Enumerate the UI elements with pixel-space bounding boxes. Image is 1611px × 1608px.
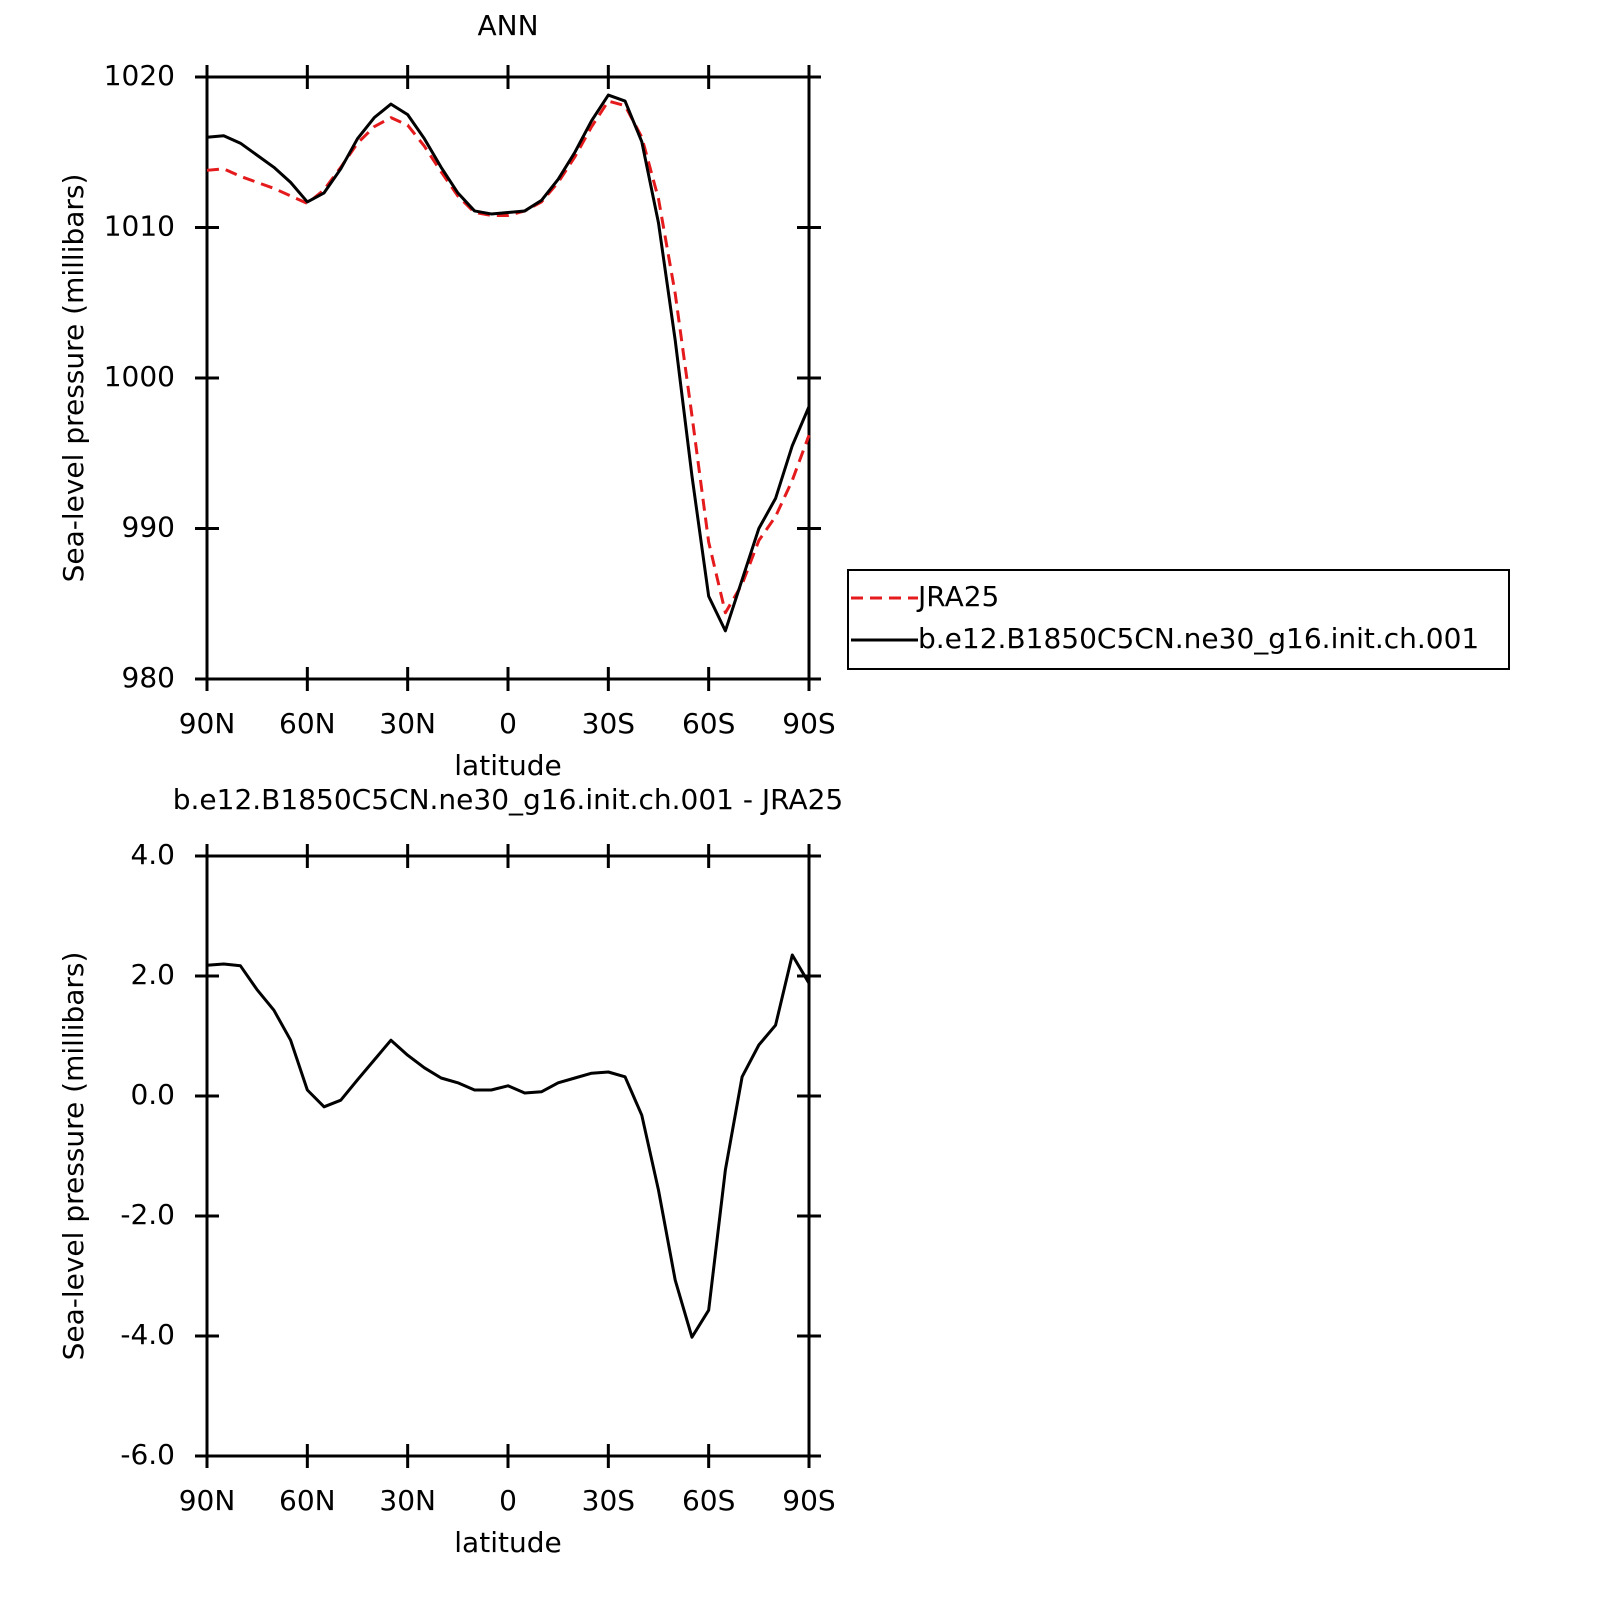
x-axis-label: latitude — [454, 1526, 561, 1559]
y-axis-label: Sea-level pressure (millibars) — [57, 952, 90, 1361]
diff-line — [206, 953, 811, 1339]
x-tick-label: 60S — [682, 1484, 735, 1517]
y-tick-label: 4.0 — [130, 838, 175, 871]
legend-label: JRA25 — [916, 580, 999, 613]
y-tick-label: -4.0 — [120, 1318, 175, 1351]
y-tick-label: 1010 — [104, 210, 175, 243]
legend-label: b.e12.B1850C5CN.ne30_g16.init.ch.001 — [918, 622, 1479, 655]
y-tick-label: 980 — [122, 661, 175, 694]
y-tick-label: -2.0 — [120, 1198, 175, 1231]
plot-frame — [205, 75, 811, 681]
x-tick-label: 0 — [499, 1484, 517, 1517]
y-tick-label: 1000 — [104, 360, 175, 393]
series-line — [206, 93, 811, 633]
chart-title: b.e12.B1850C5CN.ne30_g16.init.ch.001 - J… — [173, 783, 844, 816]
x-tick-label: 0 — [499, 707, 517, 740]
x-tick-label: 60N — [279, 1484, 336, 1517]
x-tick-label: 90N — [179, 707, 236, 740]
x-tick-label: 90N — [179, 1484, 236, 1517]
x-tick-label: 30N — [379, 1484, 436, 1517]
x-tick-label: 30S — [582, 707, 635, 740]
x-tick-label: 90S — [782, 1484, 835, 1517]
plot-frame — [205, 854, 811, 1458]
y-tick-label: -6.0 — [120, 1438, 175, 1471]
y-tick-label: 2.0 — [130, 958, 175, 991]
y-tick-label: 990 — [122, 511, 175, 544]
y-tick-label: 0.0 — [130, 1078, 175, 1111]
y-axis-label: Sea-level pressure (millibars) — [57, 174, 90, 583]
x-tick-label: 60N — [279, 707, 336, 740]
x-tick-label: 60S — [682, 707, 735, 740]
legend-box — [847, 569, 1510, 670]
y-tick-label: 1020 — [104, 59, 175, 92]
x-tick-label: 90S — [782, 707, 835, 740]
x-tick-label: 30N — [379, 707, 436, 740]
series-line — [206, 99, 811, 615]
legend: JRA25 b.e12.B1850C5CN.ne30_g16.init.ch.00… — [847, 569, 1510, 670]
x-axis-label: latitude — [454, 749, 561, 782]
chart-title: ANN — [477, 9, 538, 42]
x-tick-label: 30S — [582, 1484, 635, 1517]
